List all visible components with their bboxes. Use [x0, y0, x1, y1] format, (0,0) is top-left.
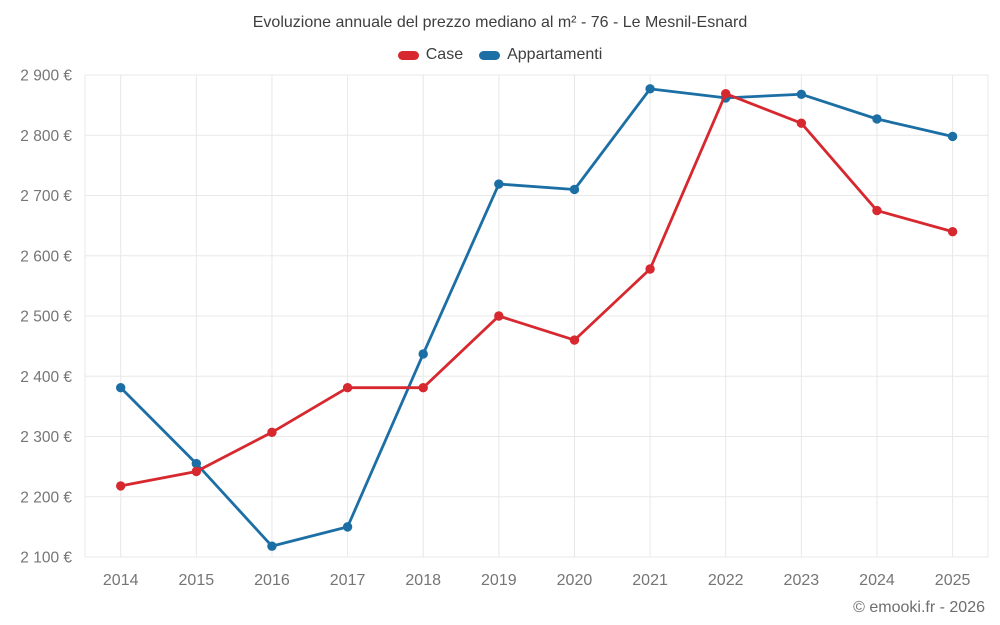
series-line-case: [119, 92, 954, 488]
data-point-appartamenti-2023[interactable]: [796, 89, 807, 99]
data-point-case-2023[interactable]: [796, 118, 807, 128]
data-point-case-2014[interactable]: [116, 481, 126, 491]
chart-legend: Case Appartamenti: [0, 46, 1000, 64]
x-tick-label: 2022: [708, 572, 744, 589]
y-tick-label: 2 100 €: [20, 550, 72, 567]
x-tick-label: 2023: [784, 572, 820, 589]
x-tick-label: 2018: [405, 572, 441, 589]
data-point-appartamenti-2015[interactable]: [191, 458, 202, 469]
copyright: © emooki.fr - 2026: [853, 599, 985, 616]
x-tick-label: 2017: [330, 572, 366, 589]
x-tick-label: 2016: [254, 572, 290, 589]
data-point-case-2015[interactable]: [191, 466, 202, 477]
data-point-case-2021[interactable]: [645, 264, 655, 274]
x-tick-label: 2025: [935, 572, 971, 589]
series-line-appartamenti: [119, 87, 954, 548]
data-point-appartamenti-2016[interactable]: [267, 541, 277, 551]
y-tick-label: 2 900 €: [20, 68, 72, 85]
x-tick-label: 2021: [632, 572, 668, 589]
legend-swatch-appartamenti: [479, 50, 501, 60]
y-tick-label: 2 800 €: [20, 128, 72, 145]
legend-label: Appartamenti: [507, 46, 603, 63]
data-point-appartamenti-2018[interactable]: [418, 349, 428, 359]
data-point-case-2025[interactable]: [947, 226, 958, 237]
y-tick-label: 2 400 €: [20, 369, 72, 386]
x-tick-label: 2020: [557, 572, 593, 589]
data-point-appartamenti-2024[interactable]: [872, 114, 882, 124]
data-point-case-2024[interactable]: [872, 205, 882, 216]
data-point-appartamenti-2025[interactable]: [947, 131, 958, 142]
y-tick-label: 2 700 €: [20, 188, 72, 205]
data-point-case-2018[interactable]: [418, 382, 428, 393]
legend-swatch-case: [397, 50, 419, 60]
data-point-appartamenti-2019[interactable]: [494, 179, 504, 189]
legend-item-appartamenti[interactable]: Appartamenti: [479, 46, 602, 64]
x-tick-label: 2014: [103, 572, 139, 589]
data-point-appartamenti-2021[interactable]: [645, 84, 655, 94]
y-tick-label: 2 200 €: [20, 489, 72, 506]
data-point-case-2017[interactable]: [342, 382, 353, 393]
data-point-appartamenti-2014[interactable]: [116, 382, 126, 393]
data-point-case-2016[interactable]: [267, 427, 277, 437]
y-tick-label: 2 300 €: [20, 429, 72, 446]
data-point-case-2022[interactable]: [721, 88, 731, 99]
x-tick-label: 2019: [481, 572, 517, 589]
data-point-appartamenti-2017[interactable]: [342, 522, 353, 532]
legend-item-case[interactable]: Case: [397, 46, 464, 64]
legend-label: Case: [425, 46, 464, 63]
y-tick-label: 2 600 €: [20, 248, 72, 265]
x-tick-label: 2024: [859, 572, 895, 589]
data-point-case-2020[interactable]: [569, 335, 580, 345]
x-tick-label: 2015: [179, 572, 215, 589]
chart-title: Evoluzione annuale del prezzo mediano al…: [252, 14, 748, 31]
data-point-appartamenti-2020[interactable]: [569, 184, 580, 195]
data-point-case-2019[interactable]: [494, 311, 504, 321]
y-tick-label: 2 500 €: [20, 309, 72, 326]
